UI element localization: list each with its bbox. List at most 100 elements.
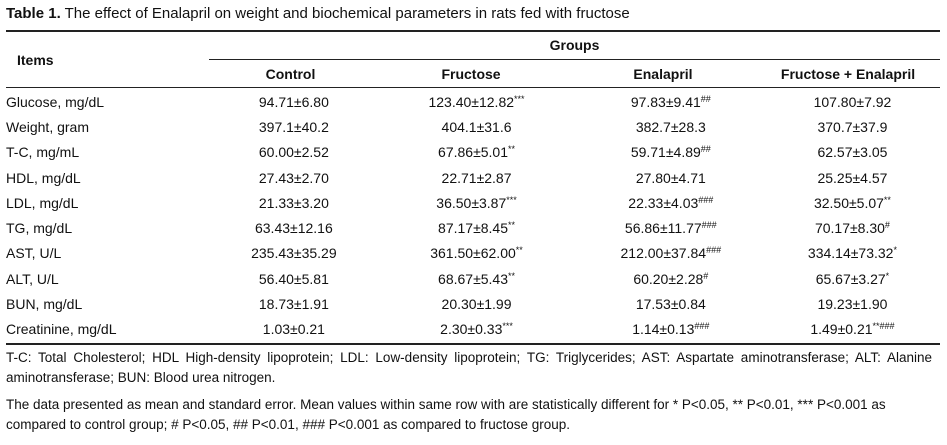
table-cell: 70.17±8.30# — [765, 215, 940, 240]
cell-value: 397.1±40.2 — [258, 118, 329, 135]
significance-marker: * — [885, 270, 890, 281]
table-caption: Table 1. The effect of Enalapril on weig… — [6, 5, 630, 22]
cell-value: 17.53±0.84 — [635, 296, 706, 313]
significance-marker: ## — [700, 93, 711, 104]
cell-value: 32.50±5.07 — [813, 194, 884, 211]
statistics-note: The data presented as mean and standard … — [6, 397, 886, 432]
significance-marker: ** — [508, 144, 516, 155]
cell-value: 1.49±0.21 — [810, 321, 873, 338]
table-cell: 18.73±1.91 — [211, 291, 376, 316]
items-header: Items — [17, 52, 54, 68]
table-cell: 370.7±37.9 — [765, 114, 940, 139]
cell-value: 59.71±4.89 — [630, 144, 701, 161]
table-cell: 20.30±1.99 — [376, 291, 576, 316]
significance-marker: ### — [701, 220, 717, 231]
abbreviations-note: T-C: Total Cholesterol; HDL High-density… — [6, 350, 932, 385]
cell-value: 2.30±0.33 — [440, 321, 503, 338]
table-row: LDL, mg/dL 21.33±3.20 36.50±3.87*** 22.33±4… — [6, 190, 940, 215]
cell-value: 1.03±0.21 — [262, 321, 325, 338]
table-cell: 94.71±6.80 — [211, 89, 376, 114]
top-rule — [6, 30, 940, 32]
table-cell: 22.71±2.87 — [376, 165, 576, 190]
table-cell: 36.50±3.87*** — [376, 190, 576, 215]
cell-value: 56.86±11.77 — [624, 220, 702, 237]
significance-marker: ** — [508, 220, 516, 231]
cell-value: 97.83±9.41 — [630, 93, 701, 110]
table-cell: 21.33±3.20 — [211, 190, 376, 215]
table-body: Glucose, mg/dL 94.71±6.80 123.40±12.82*** 9… — [6, 89, 940, 342]
significance-marker: ** — [515, 245, 523, 256]
row-label: LDL, mg/dL — [6, 194, 79, 211]
cell-value: 107.80±7.92 — [813, 93, 892, 110]
significance-marker: ### — [694, 321, 710, 332]
table-cell: 334.14±73.32* — [765, 241, 940, 266]
cell-value: 18.73±1.91 — [258, 296, 329, 313]
table-cell: 404.1±31.6 — [376, 114, 576, 139]
table-cell: 56.40±5.81 — [211, 266, 376, 291]
cell-value: 87.17±8.45 — [438, 220, 508, 237]
significance-marker: ### — [698, 194, 714, 205]
header-rule — [6, 87, 940, 88]
row-label: T-C, mg/mL — [6, 144, 80, 161]
row-label: TG, mg/dL — [6, 220, 73, 237]
data-table: Glucose, mg/dL 94.71±6.80 123.40±12.82*** 9… — [6, 89, 940, 342]
cell-value: 334.14±73.32 — [807, 245, 894, 262]
cell-value: 361.50±62.00 — [430, 245, 516, 262]
cell-value: 22.71±2.87 — [441, 169, 512, 186]
cell-value: 25.25±4.57 — [817, 169, 888, 186]
table-cell: 382.7±28.3 — [577, 114, 765, 139]
cell-value: 20.30±1.99 — [441, 296, 512, 313]
table-row: Creatinine, mg/dL 1.03±0.21 2.30±0.33*** 1.… — [6, 317, 940, 342]
table-cell: 123.40±12.82*** — [376, 89, 576, 114]
column-header-control: Control — [265, 66, 316, 82]
significance-marker: *** — [506, 194, 517, 205]
table-cell: 212.00±37.84### — [577, 241, 765, 266]
table-row: AST, U/L 235.43±35.29 361.50±62.00** 212.00… — [6, 241, 940, 266]
table-row: ALT, U/L 56.40±5.81 68.67±5.43** 60.20±2.28… — [6, 266, 940, 291]
table-cell: 60.00±2.52 — [211, 140, 376, 165]
table-cell: 19.23±1.90 — [765, 291, 940, 316]
column-header-enalapril: Enalapril — [633, 66, 693, 82]
cell-value: 70.17±8.30 — [814, 220, 885, 237]
cell-value: 94.71±6.80 — [258, 93, 329, 110]
table-cell: 63.43±12.16 — [211, 215, 376, 240]
row-label: AST, U/L — [6, 245, 62, 262]
cell-value: 123.40±12.82 — [428, 93, 515, 110]
cell-value: 404.1±31.6 — [441, 118, 512, 135]
column-header-fructose: Fructose — [441, 66, 501, 82]
table-cell: 32.50±5.07** — [765, 190, 940, 215]
table-cell: 60.20±2.28# — [577, 266, 765, 291]
cell-value: 60.00±2.52 — [258, 144, 329, 161]
table-cell: 65.67±3.27* — [765, 266, 940, 291]
table-cell: 1.03±0.21 — [211, 317, 376, 342]
cell-value: 212.00±37.84 — [620, 245, 707, 262]
table-cell: 56.86±11.77### — [577, 215, 765, 240]
cell-value: 36.50±3.87 — [436, 194, 507, 211]
cell-value: 382.7±28.3 — [635, 118, 706, 135]
cell-value: 22.33±4.03 — [628, 194, 699, 211]
significance-marker: # — [884, 220, 890, 231]
row-label: BUN, mg/dL — [6, 296, 83, 313]
cell-value: 68.67±5.43 — [438, 270, 508, 287]
significance-marker: ** — [508, 270, 516, 281]
table-cell: 361.50±62.00** — [376, 241, 576, 266]
table-cell: 68.67±5.43** — [376, 266, 576, 291]
table-cell: 17.53±0.84 — [577, 291, 765, 316]
table-row: Glucose, mg/dL 94.71±6.80 123.40±12.82*** 9… — [6, 89, 940, 114]
table-cell: 67.86±5.01** — [376, 140, 576, 165]
table-cell: 397.1±40.2 — [211, 114, 376, 139]
table-cell: 235.43±35.29 — [211, 241, 376, 266]
table-row: T-C, mg/mL 60.00±2.52 67.86±5.01** 59.71±4.… — [6, 140, 940, 165]
cell-value: 1.14±0.13 — [632, 321, 695, 338]
bottom-rule — [6, 343, 940, 345]
cell-value: 235.43±35.29 — [251, 245, 337, 262]
row-label: HDL, mg/dL — [6, 169, 81, 186]
caption-label: Table 1. — [6, 5, 61, 22]
table-cell: 27.43±2.70 — [211, 165, 376, 190]
cell-value: 370.7±37.9 — [817, 118, 888, 135]
cell-value: 56.40±5.81 — [258, 270, 329, 287]
cell-value: 19.23±1.90 — [817, 296, 888, 313]
table-cell: 59.71±4.89## — [577, 140, 765, 165]
table-row: TG, mg/dL 63.43±12.16 87.17±8.45** 56.86±11… — [6, 215, 940, 240]
